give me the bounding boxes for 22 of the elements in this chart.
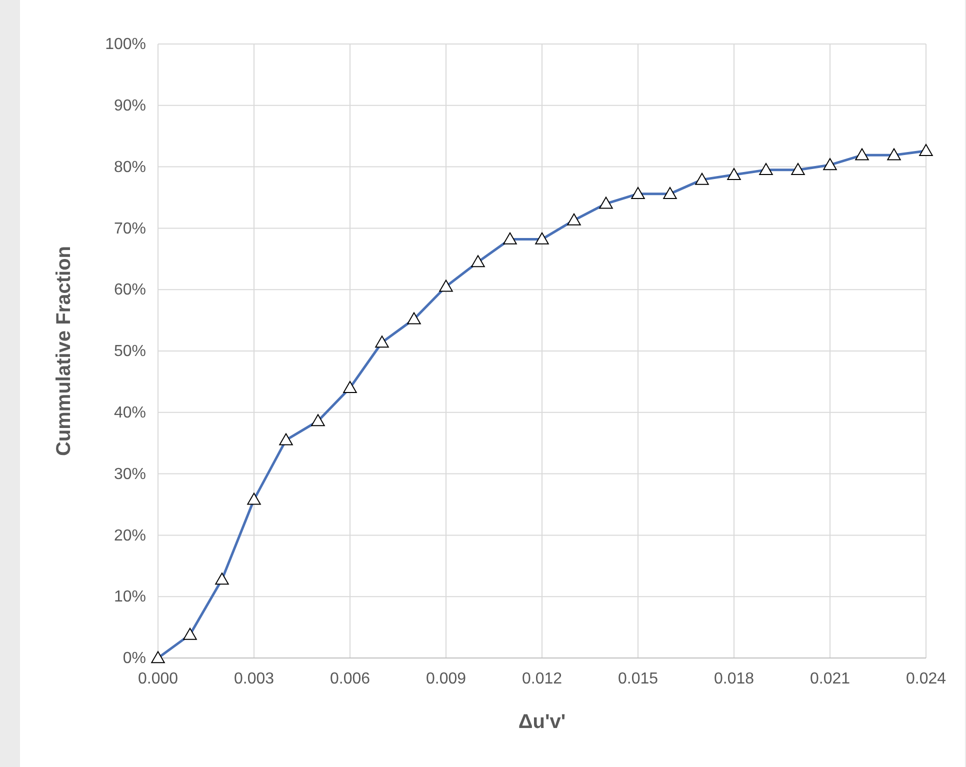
y-tick-label: 80% [114, 158, 146, 176]
x-tick-label: 0.024 [906, 670, 946, 688]
y-tick-label: 40% [114, 404, 146, 422]
y-tick-label: 70% [114, 220, 146, 238]
x-tick-label: 0.018 [714, 670, 754, 688]
y-tick-label: 60% [114, 282, 146, 299]
y-tick-label: 30% [114, 466, 146, 483]
x-tick-label: 0.006 [330, 670, 370, 688]
x-tick-label: 0.021 [810, 670, 850, 688]
y-tick-label: 10% [114, 588, 146, 606]
y-tick-label: 50% [114, 343, 146, 360]
x-tick-label: 0.015 [618, 670, 658, 688]
x-tick-label: 0.000 [138, 670, 178, 688]
x-axis-title: Δu'v' [518, 711, 566, 733]
x-tick-label: 0.003 [234, 670, 274, 688]
y-tick-label: 20% [114, 527, 146, 544]
y-axis-title: Cummulative Fraction [53, 246, 75, 456]
x-tick-label: 0.012 [522, 670, 562, 688]
y-tick-label: 90% [114, 98, 146, 115]
y-tick-label: 100% [105, 36, 146, 54]
x-tick-label: 0.009 [426, 670, 466, 688]
y-tick-label: 0% [122, 650, 146, 668]
